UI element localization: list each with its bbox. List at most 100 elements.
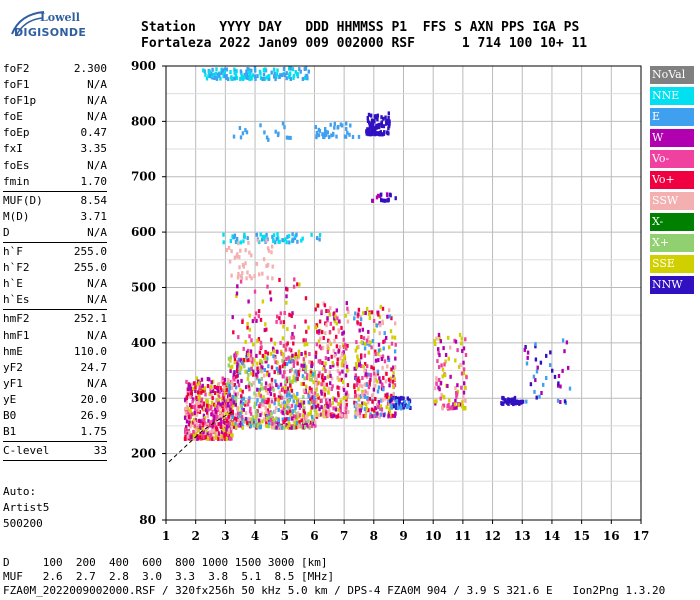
echo-point (324, 331, 327, 336)
echo-point (333, 397, 337, 402)
echo-point (236, 379, 240, 384)
echo-point (298, 413, 302, 418)
echo-point (380, 386, 384, 391)
echo-point (278, 423, 281, 428)
echo-point (291, 353, 294, 358)
echo-point (319, 360, 322, 365)
echo-point (247, 299, 250, 304)
echo-point (244, 400, 247, 405)
echo-point (337, 413, 340, 418)
param-label: D (3, 225, 10, 239)
echo-point (315, 323, 318, 328)
echo-point (344, 395, 348, 400)
echo-point (250, 253, 253, 258)
echo-point (296, 391, 299, 396)
echo-point (229, 411, 232, 416)
echo-point (217, 422, 220, 427)
echo-point (447, 356, 450, 361)
echo-point (318, 233, 322, 237)
echo-point (271, 425, 274, 430)
echo-point (278, 390, 281, 395)
echo-point (290, 403, 294, 408)
echo-point (359, 315, 362, 320)
echo-point (387, 124, 391, 129)
echo-point (272, 233, 276, 238)
param-separator (3, 441, 107, 443)
param-label: foEs (3, 158, 30, 172)
echo-point (256, 339, 259, 344)
echo-point (519, 400, 522, 405)
echo-point (368, 342, 371, 347)
param-value: 33 (93, 444, 107, 458)
echo-point (354, 409, 357, 414)
echo-point (273, 401, 276, 406)
echo-point (437, 332, 441, 337)
echo-point (343, 356, 346, 361)
echo-point (327, 386, 330, 391)
echo-point (292, 414, 295, 419)
echo-point (259, 393, 263, 398)
echo-point (355, 345, 359, 350)
echo-point (243, 419, 246, 423)
echo-point (394, 342, 397, 347)
echo-point (453, 338, 456, 343)
echo-point (237, 418, 240, 423)
echo-point (234, 413, 238, 417)
echo-point (283, 73, 287, 78)
echo-point (287, 359, 291, 364)
echo-point (290, 335, 293, 340)
x-tick-label: 10 (425, 529, 442, 543)
echo-point (197, 405, 200, 409)
echo-point (383, 331, 386, 336)
echo-point (444, 359, 447, 364)
echo-point (289, 66, 292, 71)
scaled-parameters-panel: foF2 2.300 foF1 N/A foF1p N/A foE N/A foEp 0.47 fx… (3, 61, 107, 462)
echo-point (368, 316, 372, 320)
echo-point (337, 385, 341, 390)
echo-point (369, 132, 372, 137)
echo-point (213, 391, 217, 395)
echo-point (332, 348, 335, 353)
echo-point (435, 399, 438, 404)
echo-point (297, 403, 300, 408)
echo-point (231, 235, 235, 240)
echo-point (293, 236, 297, 241)
echo-point (198, 395, 201, 400)
echo-point (222, 74, 225, 79)
echo-point (228, 421, 231, 426)
echo-point (388, 121, 391, 126)
echo-point (388, 408, 392, 413)
echo-point (377, 399, 380, 404)
echo-point (290, 348, 293, 353)
x-axis-ticks: 1 2 3 4 5 6 7 8 9 10 11 12 13 14 15 16 17 (162, 520, 649, 543)
echo-point (394, 356, 397, 361)
echo-point (203, 69, 206, 74)
echo-point (197, 408, 200, 413)
echo-point (379, 323, 382, 328)
echo-point (357, 393, 360, 398)
echo-point (228, 386, 232, 391)
echo-point (380, 192, 383, 197)
echo-point (273, 74, 276, 79)
echo-point (223, 384, 226, 389)
echo-point (272, 417, 275, 422)
echo-point (513, 399, 516, 404)
echo-point (211, 409, 214, 414)
echo-point (274, 409, 277, 414)
echo-point (295, 414, 298, 419)
param-separator (3, 309, 107, 311)
echo-point (238, 255, 241, 260)
echo-point (264, 357, 267, 361)
echo-point (510, 400, 513, 405)
echo-point (253, 74, 257, 79)
echo-point (329, 403, 332, 408)
echo-point (331, 414, 334, 419)
echo-point (448, 398, 451, 403)
echo-point (269, 392, 273, 397)
echo-point (282, 71, 285, 76)
echo-point (339, 356, 342, 361)
echo-point (266, 284, 269, 289)
echo-point (267, 424, 270, 429)
echo-point (245, 69, 248, 74)
echo-point (229, 429, 233, 434)
